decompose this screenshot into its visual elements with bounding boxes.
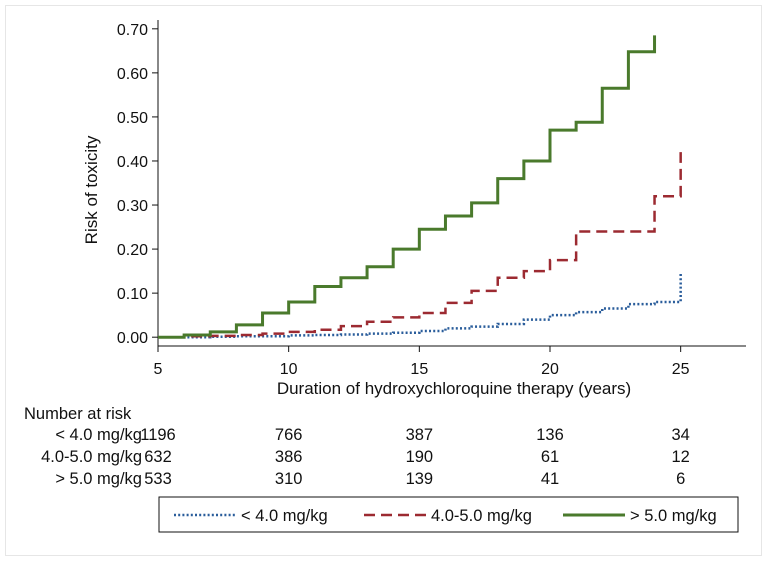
legend-label: < 4.0 mg/kg: [241, 507, 328, 525]
risk-value: 310: [275, 470, 303, 488]
series-line-3: [158, 35, 657, 339]
axes: [157, 20, 746, 347]
risk-value: 1196: [140, 426, 175, 444]
risk-value: 136: [536, 426, 564, 444]
legend: < 4.0 mg/kg 4.0-5.0 mg/kg > 5.0 mg/kg: [158, 496, 739, 533]
series-line-2: [158, 152, 682, 339]
x-tick-label: 25: [672, 361, 690, 378]
y-tick-label: 0.10: [117, 286, 148, 303]
y-tick-label: 0.70: [117, 22, 148, 39]
x-tick-label: 10: [280, 361, 298, 378]
legend-label: 4.0-5.0 mg/kg: [431, 507, 532, 525]
series-line-1: [158, 273, 682, 339]
x-ticks: 5 10 15 20 25: [154, 346, 690, 378]
risk-value: 41: [541, 470, 559, 488]
x-tick-label: 5: [154, 361, 163, 378]
y-tick-label: 0.50: [117, 110, 148, 127]
y-tick-label: 0.40: [117, 154, 148, 171]
risk-value: 6: [676, 470, 685, 488]
legend-box: [158, 496, 739, 533]
x-tick-label: 20: [541, 361, 559, 378]
risk-table-heading: Number at risk: [24, 405, 132, 423]
y-tick-label: 0.60: [117, 66, 148, 83]
risk-value: 61: [541, 448, 559, 466]
risk-row-label: 4.0-5.0 mg/kg: [41, 448, 142, 466]
risk-value: 632: [144, 448, 172, 466]
series-lines: [158, 35, 682, 339]
risk-value: 387: [406, 426, 434, 444]
risk-row-label: > 5.0 mg/kg: [55, 470, 142, 488]
y-tick-label: 0.30: [117, 198, 148, 215]
legend-label: > 5.0 mg/kg: [630, 507, 717, 525]
y-tick-label: 0.20: [117, 242, 148, 259]
risk-value: 766: [275, 426, 303, 444]
x-tick-label: 15: [410, 361, 428, 378]
y-ticks: 0.00 0.10 0.20 0.30 0.40 0.50 0.60 0.70: [117, 22, 158, 347]
chart-frame: [5, 5, 762, 556]
y-axis-label: Risk of toxicity: [82, 135, 101, 244]
risk-value: 12: [671, 448, 689, 466]
risk-value: 139: [406, 470, 434, 488]
risk-row-label: < 4.0 mg/kg: [55, 426, 142, 444]
y-tick-label: 0.00: [117, 330, 148, 347]
risk-value: 386: [275, 448, 303, 466]
risk-value: 34: [671, 426, 689, 444]
risk-value: 533: [144, 470, 172, 488]
x-axis-label: Duration of hydroxychloroquine therapy (…: [277, 379, 631, 398]
risk-value: 190: [406, 448, 434, 466]
